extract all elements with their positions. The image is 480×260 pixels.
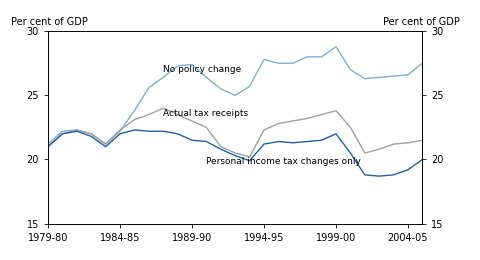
Text: No policy change: No policy change	[163, 64, 241, 74]
Text: Actual tax receipts: Actual tax receipts	[163, 109, 248, 118]
Text: Per cent of GDP: Per cent of GDP	[383, 17, 460, 27]
Text: Personal income tax changes only: Personal income tax changes only	[206, 157, 361, 166]
Text: Per cent of GDP: Per cent of GDP	[11, 17, 87, 27]
